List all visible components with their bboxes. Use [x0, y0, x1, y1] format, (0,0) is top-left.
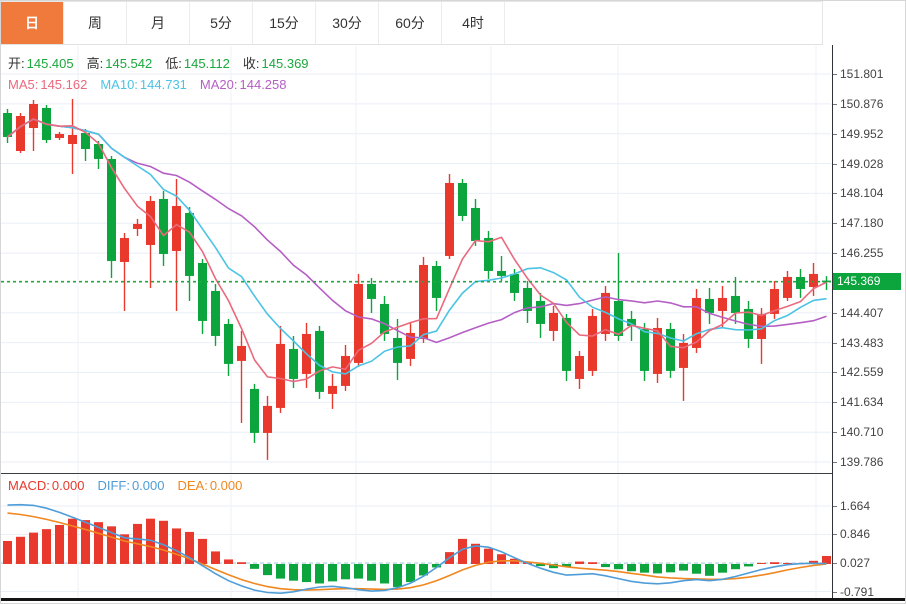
- macd-lines: [7, 503, 827, 595]
- price-axis: 145.369 151.801 150.876 149.952 149.028 148.…: [832, 45, 905, 601]
- macd-plot[interactable]: [1, 475, 832, 601]
- tab-timeframe-3[interactable]: 月: [127, 2, 190, 44]
- last-price-badge: 145.369: [833, 272, 901, 290]
- macd-histogram: [3, 518, 831, 587]
- panel-separator: [1, 473, 832, 474]
- tab-timeframe-7[interactable]: 60分: [379, 2, 442, 44]
- timeframe-tab-bar: 日周月 5分 15分 30分 60分 4时: [1, 1, 823, 45]
- tab-timeframe-1[interactable]: 日: [1, 2, 64, 44]
- tab-timeframe-4[interactable]: 5分: [190, 2, 253, 44]
- macd-gridlines: [1, 475, 831, 601]
- tab-timeframe-2[interactable]: 周: [64, 2, 127, 44]
- candlestick-plot[interactable]: [1, 46, 832, 473]
- candles: [3, 98, 831, 460]
- ma-lines: [6, 118, 827, 383]
- tab-timeframe-5[interactable]: 15分: [253, 2, 316, 44]
- bottom-border: [1, 598, 905, 601]
- tab-timeframe-6[interactable]: 30分: [316, 2, 379, 44]
- tab-timeframe-8[interactable]: 4时: [442, 2, 505, 44]
